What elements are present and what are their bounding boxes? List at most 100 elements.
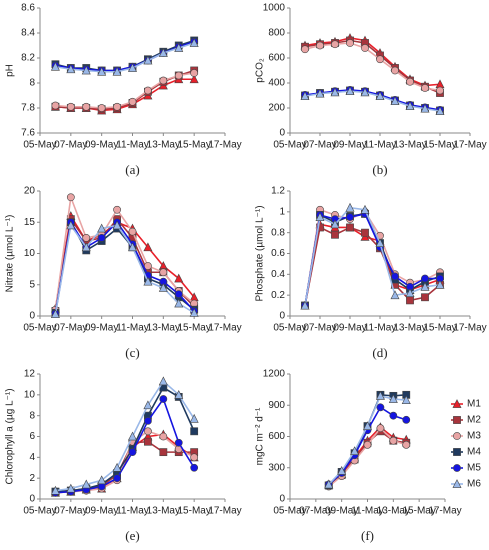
y-axis-label: Chlorophyll a (µg L⁻¹) [5,388,16,484]
y-tick-label: 6 [29,431,35,442]
y-tick-label: 8 [29,78,35,89]
panel: 0 5 10 15 20 05-May07-May09-May11-May13-May15… [5,186,242,360]
panel: 0 300 600 900 1200 05-May07-May09-May11-May13… [255,369,482,543]
marker [174,273,184,283]
x-tick-label: 11-May [351,506,384,517]
y-tick-label: 900 [268,400,285,411]
marker [390,96,400,106]
y-tick-label: 600 [268,53,285,64]
marker [421,274,429,283]
series-line [55,397,195,494]
marker [421,293,429,302]
marker [158,376,168,386]
x-tick-label: 05-May [273,506,306,517]
marker [158,283,168,292]
marker [331,230,339,239]
x-tick-label: 15-May [177,140,210,151]
marker [361,228,369,237]
x-tick-label: 07-May [54,323,87,334]
x-tick-label: 15-May [402,506,435,517]
legend-label: M2 [467,415,481,426]
marker [190,453,199,462]
marker [97,475,107,485]
series-line [304,90,441,112]
marker [174,43,184,52]
marker [158,48,168,57]
panel-label: (e) [125,528,139,543]
marker [406,296,414,305]
x-tick-label: 07-May [54,506,87,517]
marker [375,91,385,101]
x-tick-label: 13-May [377,506,410,517]
series-line [55,40,195,72]
y-tick-label: 12 [24,369,36,380]
y-tick-label: 0 [29,311,35,322]
marker [159,448,168,457]
y-tick-label: 0 [29,494,35,505]
y-tick-label: 0 [279,494,285,505]
marker [97,223,107,233]
marker [174,290,183,299]
series-line [54,196,195,310]
y-axis-label: pCO₂ [255,58,266,83]
marker [406,77,414,86]
marker [144,262,152,270]
x-tick-label: 15-May [423,323,456,334]
x-tick-label: 07-May [303,323,336,334]
marker [300,300,310,310]
x-tick-label: 17-May [208,506,241,517]
y-tick-label: 1200 [263,369,286,380]
marker [50,485,60,495]
marker [159,268,168,277]
marker [375,391,385,400]
series-line [304,226,441,306]
marker [453,432,461,440]
marker [190,427,199,436]
series-line [304,213,441,306]
x-tick-label: 05-May [273,140,306,151]
series-line [304,223,441,306]
marker [128,242,137,252]
marker [143,400,153,410]
marker [159,395,168,403]
marker [389,411,398,420]
marker [345,202,355,212]
series-line [55,72,195,109]
x-tick-label: 15-May [177,506,210,517]
y-tick-label: 0 [279,311,285,322]
x-tick-label: 13-May [147,140,180,151]
marker [82,102,91,111]
marker [360,87,370,97]
marker [376,403,385,412]
marker [363,421,372,430]
x-tick-label: 07-May [303,140,336,151]
marker [350,446,360,455]
y-tick-label: 1.2 [271,186,285,197]
marker [300,91,310,101]
marker [453,448,461,456]
x-tick-label: 11-May [364,140,397,151]
marker [421,84,429,92]
marker [316,223,324,232]
series-line [304,39,441,94]
marker [190,69,199,77]
marker [346,39,354,47]
marker [97,104,106,112]
x-tick-label: 05-May [23,140,56,151]
marker [189,413,199,423]
y-tick-label: 0 [279,128,285,139]
series-line [55,42,195,73]
series-line [304,206,441,306]
marker [128,448,137,457]
marker [361,44,369,52]
marker [81,242,91,252]
marker [346,213,354,221]
marker [363,440,372,449]
y-tick-label: 600 [268,431,285,442]
marker [82,233,91,242]
marker [143,55,153,65]
marker [50,309,60,319]
x-tick-label: 15-May [177,323,210,334]
x-tick-label: 07-May [54,140,87,151]
